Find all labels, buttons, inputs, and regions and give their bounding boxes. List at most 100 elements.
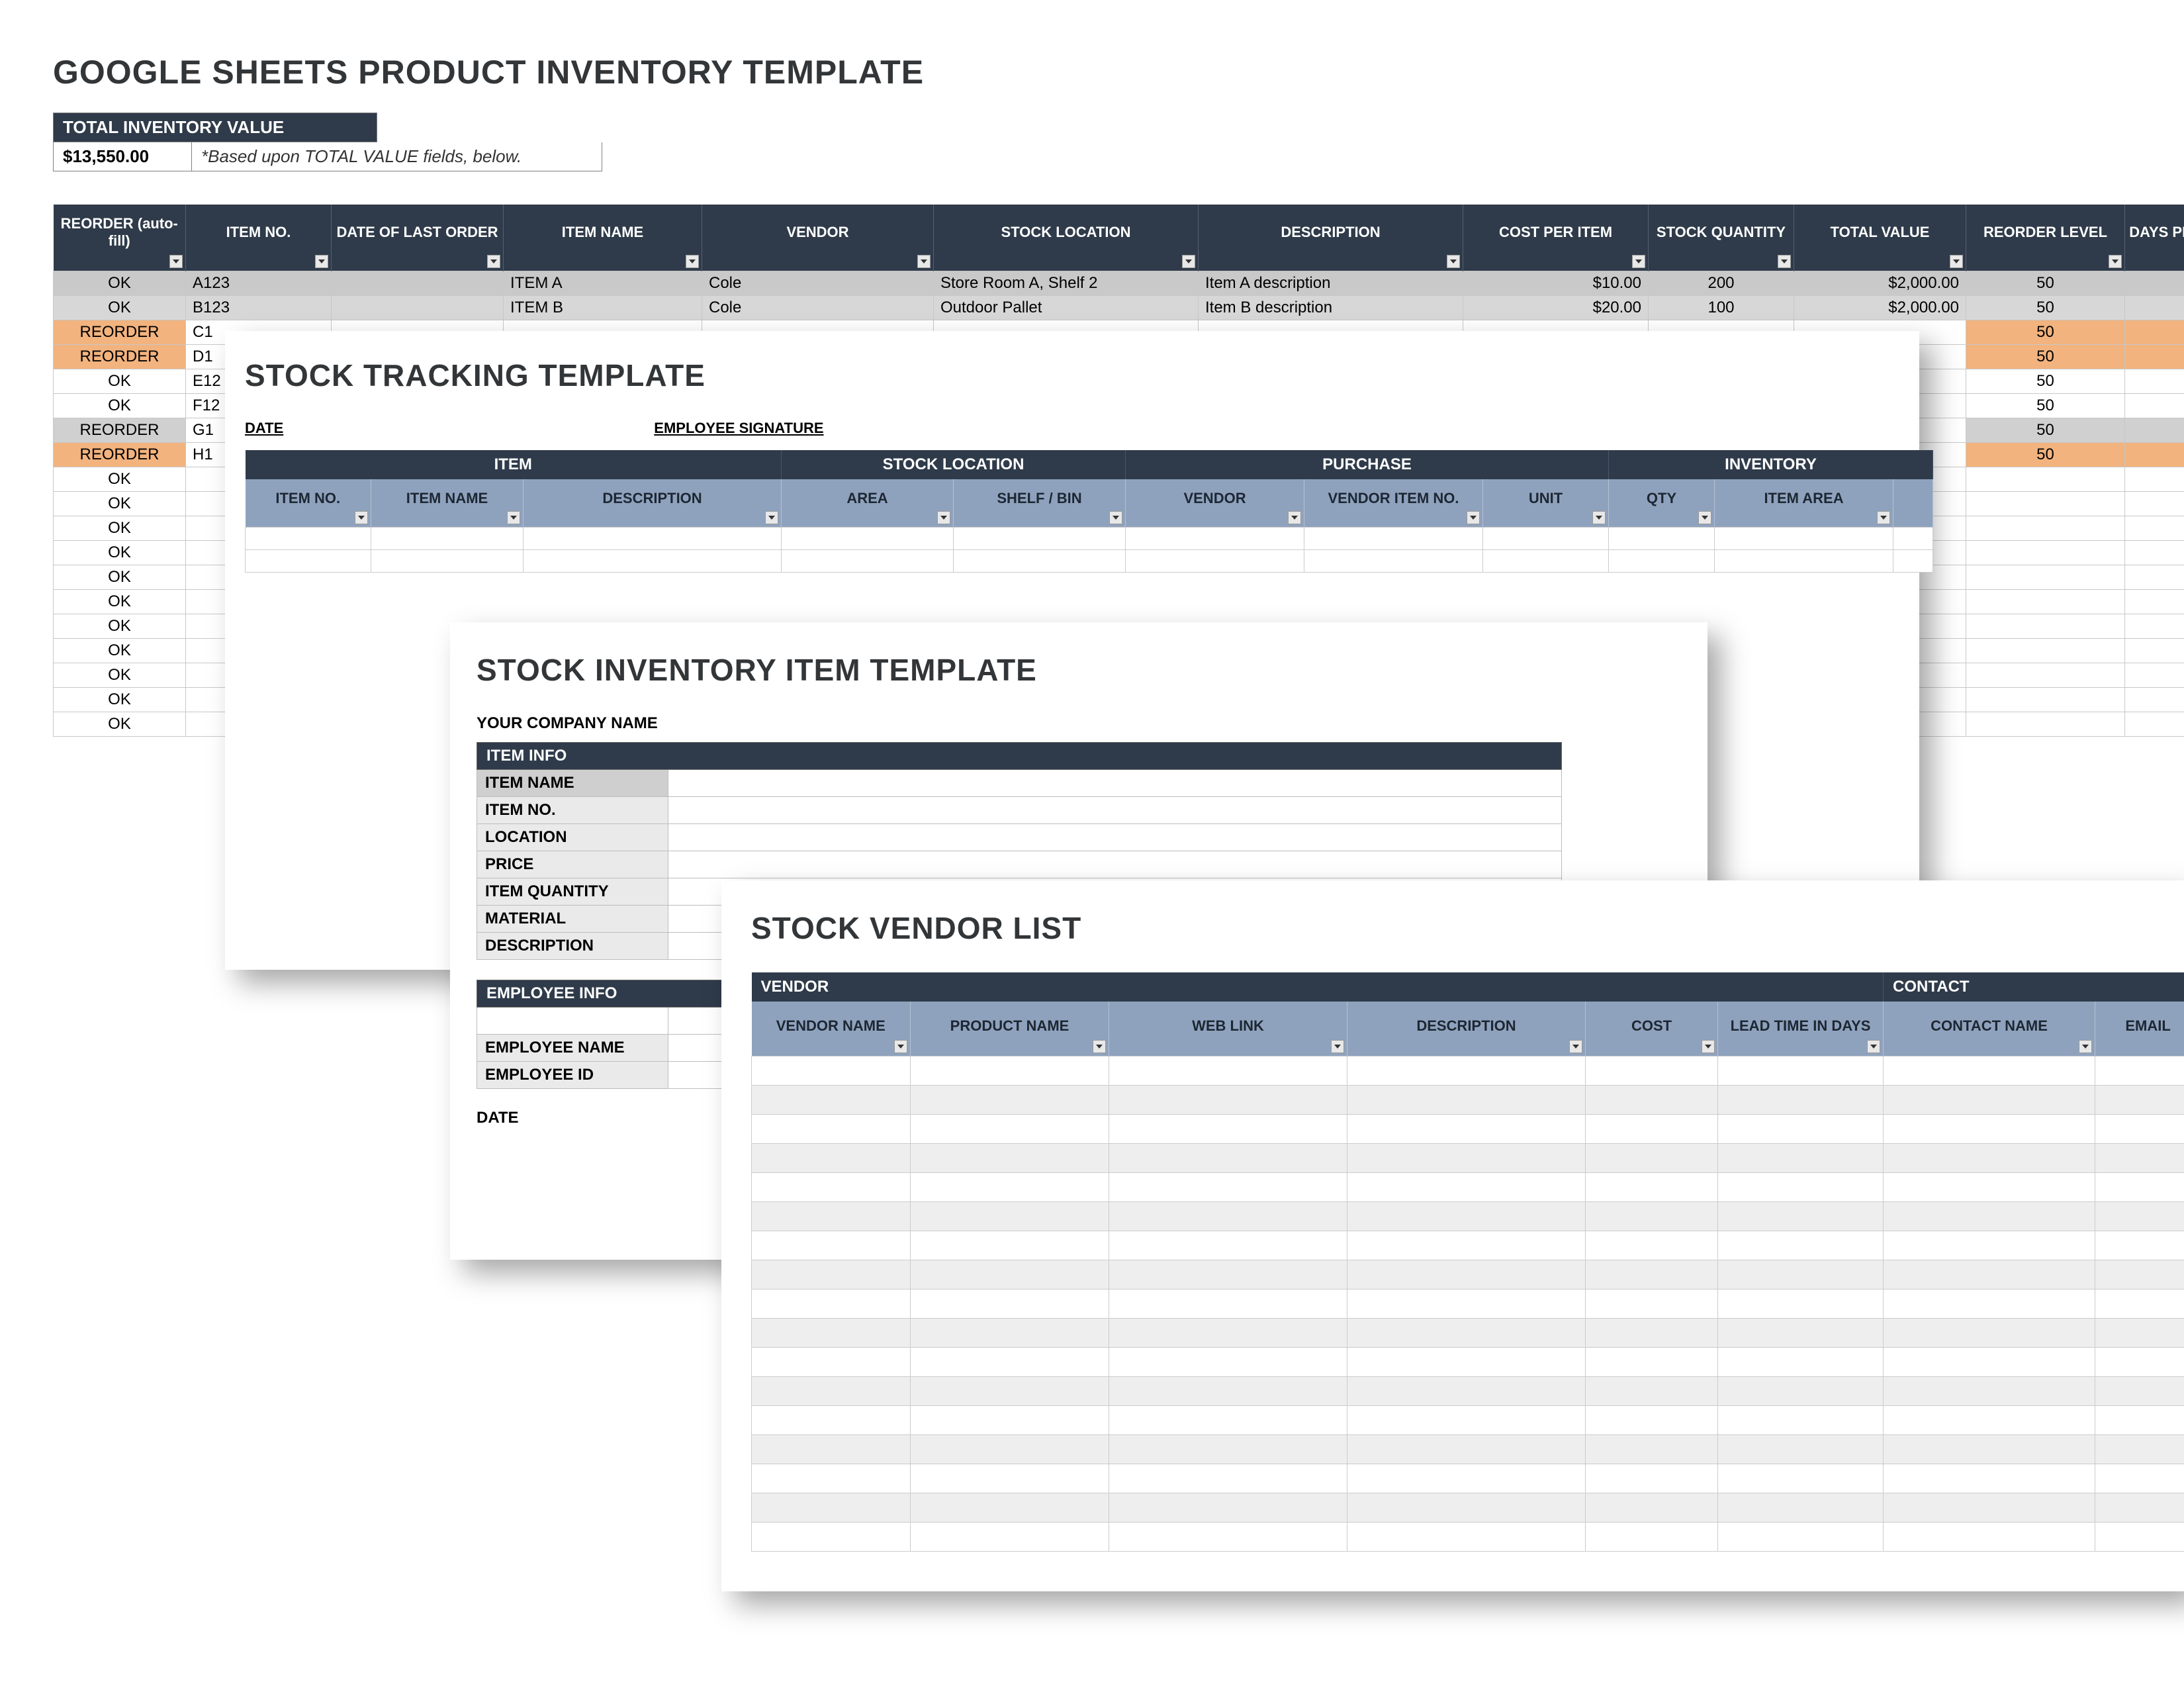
item-field-value[interactable]	[668, 770, 1562, 797]
item-field-label: MATERIAL	[477, 906, 668, 933]
vendor-header-cell[interactable]: LEAD TIME IN DAYS	[1718, 1002, 1884, 1056]
filter-dropdown-icon[interactable]	[1467, 511, 1480, 524]
filter-dropdown-icon[interactable]	[1632, 255, 1645, 268]
inventory-header-cell[interactable]: DESCRIPTION	[1199, 205, 1463, 271]
filter-dropdown-icon[interactable]	[686, 255, 699, 268]
filter-dropdown-icon[interactable]	[2109, 255, 2122, 268]
item-field-value[interactable]	[668, 824, 1562, 851]
item-field-label: LOCATION	[477, 824, 668, 851]
employee-field-label: EMPLOYEE NAME	[477, 1035, 668, 1062]
filter-dropdown-icon[interactable]	[1093, 1040, 1106, 1053]
table-row[interactable]	[752, 1377, 2184, 1406]
filter-dropdown-icon[interactable]	[937, 511, 950, 524]
tracking-group-header: ITEM	[246, 450, 782, 479]
table-row[interactable]	[752, 1231, 2184, 1260]
total-inventory-value-label: TOTAL INVENTORY VALUE	[53, 113, 377, 142]
table-row[interactable]	[246, 550, 1933, 573]
filter-dropdown-icon[interactable]	[2079, 1040, 2092, 1053]
filter-dropdown-icon[interactable]	[1109, 511, 1122, 524]
inventory-header-cell[interactable]: ITEM NO.	[186, 205, 332, 271]
tracking-header-cell[interactable]: DESCRIPTION	[523, 479, 782, 528]
filter-dropdown-icon[interactable]	[1592, 511, 1606, 524]
filter-dropdown-icon[interactable]	[1569, 1040, 1582, 1053]
filter-dropdown-icon[interactable]	[765, 511, 778, 524]
item-field-value[interactable]	[668, 797, 1562, 824]
filter-dropdown-icon[interactable]	[315, 255, 328, 268]
filter-dropdown-icon[interactable]	[1182, 255, 1195, 268]
item-field-label: DESCRIPTION	[477, 933, 668, 960]
inventory-header-cell[interactable]: STOCK QUANTITY	[1649, 205, 1794, 271]
filter-dropdown-icon[interactable]	[917, 255, 931, 268]
filter-dropdown-icon[interactable]	[355, 511, 368, 524]
tracking-group-header: INVENTORY	[1609, 450, 1933, 479]
inventory-header-cell[interactable]: COST PER ITEM	[1463, 205, 1649, 271]
vendor-header-cell[interactable]: DESCRIPTION	[1347, 1002, 1586, 1056]
filter-dropdown-icon[interactable]	[1702, 1040, 1715, 1053]
tracking-table[interactable]: ITEMSTOCK LOCATIONPURCHASEINVENTORY ITEM…	[245, 450, 1933, 573]
table-row[interactable]	[246, 528, 1933, 550]
table-row[interactable]: OKB123ITEM BColeOutdoor PalletItem B des…	[54, 295, 2184, 320]
total-inventory-value-note: *Based upon TOTAL VALUE fields, below.	[192, 142, 602, 171]
tracking-header-cell[interactable]: ITEM NO.	[246, 479, 371, 528]
item-field-label: ITEM NAME	[477, 770, 668, 797]
table-row[interactable]	[752, 1115, 2184, 1144]
item-field-value[interactable]	[668, 851, 1562, 878]
inventory-header-cell[interactable]: STOCK LOCATION	[934, 205, 1199, 271]
table-row[interactable]	[752, 1319, 2184, 1348]
vendor-header-cell[interactable]: VENDOR NAME	[752, 1002, 911, 1056]
table-row[interactable]	[752, 1202, 2184, 1231]
inventory-header-cell[interactable]: DATE OF LAST ORDER	[332, 205, 504, 271]
vendor-header-cell[interactable]: EMAIL	[2095, 1002, 2184, 1056]
filter-dropdown-icon[interactable]	[487, 255, 500, 268]
table-row[interactable]	[752, 1523, 2184, 1552]
table-row[interactable]	[752, 1493, 2184, 1523]
table-row[interactable]	[752, 1289, 2184, 1319]
table-row[interactable]	[752, 1435, 2184, 1464]
filter-dropdown-icon[interactable]	[1331, 1040, 1344, 1053]
table-row[interactable]	[752, 1464, 2184, 1493]
inventory-header-cell[interactable]: TOTAL VALUE	[1794, 205, 1966, 271]
filter-dropdown-icon[interactable]	[1778, 255, 1791, 268]
filter-dropdown-icon[interactable]	[1698, 511, 1711, 524]
filter-dropdown-icon[interactable]	[1288, 511, 1301, 524]
table-row[interactable]	[752, 1348, 2184, 1377]
table-row[interactable]	[752, 1173, 2184, 1202]
filter-dropdown-icon[interactable]	[169, 255, 183, 268]
item-field-label: ITEM NO.	[477, 797, 668, 824]
inventory-header-cell[interactable]: ITEM NAME	[504, 205, 702, 271]
inventory-header-cell[interactable]: REORDER (auto-fill)	[54, 205, 186, 271]
vendor-table[interactable]: VENDORCONTACT VENDOR NAMEPRODUCT NAMEWEB…	[751, 972, 2184, 1552]
filter-dropdown-icon[interactable]	[1877, 511, 1890, 524]
table-row[interactable]: OKA123ITEM AColeStore Room A, Shelf 2Ite…	[54, 271, 2184, 295]
vendor-header-cell[interactable]: CONTACT NAME	[1884, 1002, 2095, 1056]
table-row[interactable]	[752, 1086, 2184, 1115]
table-row[interactable]	[752, 1144, 2184, 1173]
tracking-header-cell[interactable]: VENDOR ITEM NO.	[1304, 479, 1483, 528]
company-name-label: YOUR COMPANY NAME	[477, 714, 1681, 733]
table-row[interactable]	[752, 1056, 2184, 1086]
tracking-header-cell[interactable]: AREA	[782, 479, 954, 528]
vendor-header-cell[interactable]: PRODUCT NAME	[911, 1002, 1109, 1056]
inventory-header-cell[interactable]: DAYS PER REORDER	[2125, 205, 2184, 271]
tracking-header-cell[interactable]: ITEM NAME	[371, 479, 523, 528]
stock-vendor-panel: STOCK VENDOR LIST VENDORCONTACT VENDOR N…	[721, 880, 2184, 1591]
filter-dropdown-icon[interactable]	[1950, 255, 1963, 268]
filter-dropdown-icon[interactable]	[507, 511, 520, 524]
filter-dropdown-icon[interactable]	[894, 1040, 907, 1053]
inventory-header-cell[interactable]: VENDOR	[702, 205, 934, 271]
vendor-header-cell[interactable]: COST	[1586, 1002, 1718, 1056]
total-inventory-value: $13,550.00	[53, 142, 192, 171]
vendor-header-cell[interactable]: WEB LINK	[1109, 1002, 1347, 1056]
tracking-header-cell[interactable]: SHELF / BIN	[954, 479, 1126, 528]
table-row[interactable]	[752, 1260, 2184, 1289]
filter-dropdown-icon[interactable]	[1867, 1040, 1880, 1053]
table-row[interactable]	[752, 1406, 2184, 1435]
tracking-group-header: PURCHASE	[1126, 450, 1609, 479]
inventory-header-cell[interactable]: REORDER LEVEL	[1966, 205, 2125, 271]
tracking-header-cell[interactable]: QTY	[1609, 479, 1715, 528]
tracking-header-cell[interactable]: ITEM AREA	[1715, 479, 1893, 528]
tracking-header-cell[interactable]: VENDOR	[1126, 479, 1304, 528]
tracking-header-cell[interactable]: UNIT	[1483, 479, 1609, 528]
tracking-header-cell[interactable]	[1893, 479, 1933, 528]
filter-dropdown-icon[interactable]	[1447, 255, 1460, 268]
